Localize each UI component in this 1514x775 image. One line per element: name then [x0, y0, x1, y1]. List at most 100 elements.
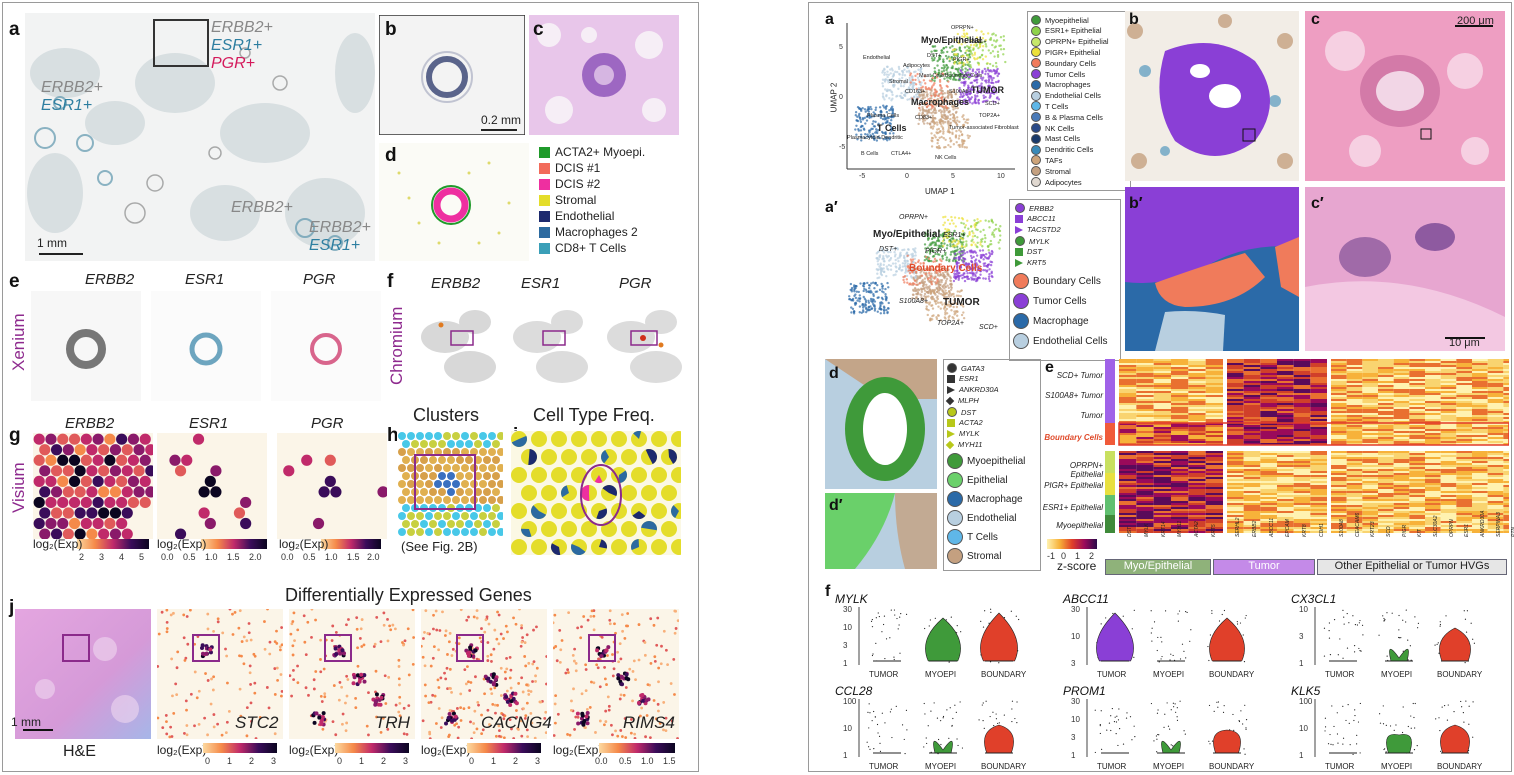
- heatmap-cell: [1310, 359, 1327, 361]
- heatmap-cell: [1425, 397, 1441, 399]
- umap-point: [999, 44, 1002, 47]
- visium-spot: [210, 486, 222, 498]
- dge-spot: [498, 729, 501, 733]
- umap-point: [959, 294, 963, 298]
- dge-spot: [483, 692, 486, 696]
- umap-point: [882, 260, 886, 263]
- celltype-pie: [521, 485, 537, 501]
- umap-point: [955, 314, 959, 317]
- dge-spot: [216, 620, 220, 624]
- dge-spot: [634, 678, 637, 682]
- dge-spot: [238, 609, 242, 613]
- dge-hotspot: [378, 702, 383, 707]
- heatmap-cell: [1310, 429, 1327, 431]
- umap-point: [948, 57, 952, 60]
- visium-spot: [86, 465, 98, 477]
- dge-spot: [493, 703, 497, 707]
- heatmap-cell: [1243, 409, 1261, 411]
- umap-point: [950, 219, 954, 222]
- heatmap-cell: [1487, 395, 1504, 397]
- dge-spot: [356, 664, 360, 668]
- umap-point: [908, 272, 912, 275]
- heatmap-cell: [1310, 397, 1327, 399]
- celltype-pie: [511, 503, 527, 519]
- dge-spot: [375, 615, 379, 619]
- umap-point: [958, 89, 961, 93]
- heatmap-cell: [1136, 385, 1154, 387]
- heatmap-cell: [1409, 405, 1425, 407]
- celltype-pie: [541, 449, 557, 465]
- dge-spot: [520, 624, 524, 627]
- umap-point: [941, 240, 945, 243]
- umap-point: [947, 290, 951, 293]
- umap-point: [994, 223, 998, 226]
- umap-point: [936, 253, 940, 256]
- umap-point: [957, 318, 960, 322]
- umap-point: [926, 246, 929, 249]
- umap-point: [892, 72, 895, 75]
- umap-point: [928, 285, 931, 288]
- legend-row: Endothelial: [947, 510, 1016, 526]
- heatmap-cell: [1425, 373, 1441, 375]
- heatmap-cell: [1425, 435, 1441, 437]
- umap-point: [937, 69, 941, 72]
- umap2-label: PIGR+: [925, 248, 946, 255]
- umap-point: [911, 296, 914, 300]
- a-scalebar-line: [39, 253, 83, 255]
- umap-point: [987, 245, 990, 249]
- umap-point: [931, 249, 935, 253]
- visium-spot: [301, 454, 313, 466]
- heatmap-cell: [1277, 383, 1294, 385]
- dge-spot: [450, 654, 454, 657]
- umap-point: [953, 38, 957, 42]
- heatmap-cell: [1346, 439, 1363, 441]
- dge-spot: [429, 664, 433, 668]
- dge-spot: [465, 618, 469, 622]
- legend-label: Macrophages: [1045, 80, 1091, 90]
- visium-spot: [62, 465, 74, 477]
- dge-hotspot: [585, 711, 590, 716]
- dge-spot: [535, 666, 539, 670]
- heatmap-cell: [1472, 389, 1488, 391]
- umap-point: [874, 120, 877, 124]
- umap-point: [911, 265, 914, 269]
- heatmap-cell: [1487, 393, 1504, 395]
- legend-label: T Cells: [1045, 101, 1069, 111]
- dge-spot: [170, 735, 174, 738]
- umap-point: [947, 125, 951, 128]
- umap-point: [1002, 35, 1005, 38]
- dge-spot: [423, 664, 427, 668]
- dge-spot: [508, 655, 512, 659]
- umap-point: [952, 295, 956, 298]
- legend-swatch: [947, 374, 955, 383]
- heatmap-cell: [1260, 393, 1277, 395]
- dge-spot: [275, 642, 279, 645]
- heatmap-cell: [1393, 431, 1410, 433]
- legend-swatch: [1031, 177, 1041, 187]
- legend-label: ERBB2: [1029, 203, 1054, 213]
- dge-spot: [402, 706, 406, 710]
- heatmap-cell: [1136, 419, 1154, 421]
- umap-point: [851, 299, 855, 302]
- umap-point: [1002, 39, 1006, 42]
- umap-point: [914, 261, 917, 265]
- heatmap-cell: [1188, 375, 1206, 377]
- umap-point: [937, 230, 941, 233]
- g-tick: 1.0: [205, 552, 218, 562]
- umap-point: [848, 297, 851, 301]
- dge-spot: [553, 702, 557, 706]
- heatmap-cell: [1260, 417, 1277, 419]
- celltype-pie: [631, 431, 647, 447]
- cluster-spot: [447, 440, 455, 448]
- dge-spot: [529, 690, 533, 693]
- visium-spot: [116, 517, 128, 530]
- umap-point: [917, 68, 920, 71]
- dge-spot: [480, 627, 483, 630]
- umap-point: [961, 101, 965, 105]
- umap-point: [951, 232, 954, 235]
- umap-point: [890, 107, 893, 110]
- legend-swatch: [1015, 258, 1023, 267]
- heatmap-cell: [1153, 411, 1171, 413]
- legend-row: Endothelial Cells: [1013, 333, 1108, 349]
- cluster-spot: [452, 464, 460, 472]
